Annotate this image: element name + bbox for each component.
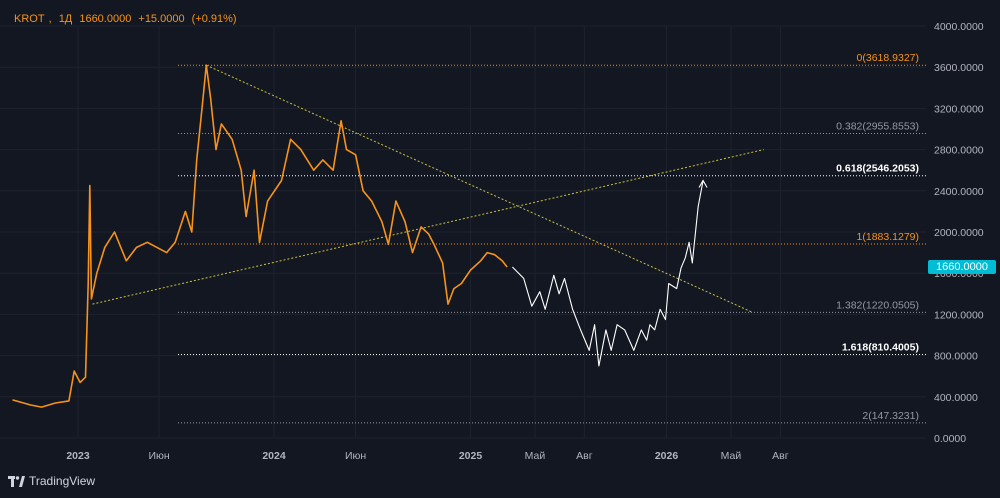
projection-line <box>512 180 704 367</box>
tradingview-logo[interactable]: TradingView <box>8 474 95 488</box>
grid <box>0 25 926 439</box>
x-tick-label: Авг <box>576 450 593 462</box>
fib-level-label: 0.382(2955.8553) <box>836 121 919 133</box>
trend-line <box>92 149 764 305</box>
y-tick-label: 2400.0000 <box>934 186 984 198</box>
tradingview-icon <box>8 475 25 487</box>
fib-level-label: 2(147.3231) <box>862 410 919 422</box>
trend-line <box>206 64 753 313</box>
x-tick-label: 2025 <box>459 450 483 462</box>
y-tick-label: 3200.0000 <box>934 103 984 115</box>
y-tick-label: 0.0000 <box>934 433 966 445</box>
fib-level-label: 0.618(2546.2053) <box>836 163 919 175</box>
y-tick-label: 4000.0000 <box>934 21 984 33</box>
x-axis: 2023 Июн 2024 Июн 2025 Май Авг 2026 Май Авг <box>66 450 788 462</box>
fibonacci-levels: 0(3618.9327) 0.382(2955.8553) 0.618(2546.2… <box>178 52 926 424</box>
y-tick-label: 3600.0000 <box>934 62 984 74</box>
x-tick-label: Июн <box>345 450 366 462</box>
x-tick-label: Май <box>721 450 742 462</box>
brand-name: TradingView <box>29 474 96 488</box>
fib-level-label: 1(1883.1279) <box>857 231 919 243</box>
series <box>12 64 708 408</box>
ticker-info: KROT, 1Д 1660.0000 +15.0000 (+0.91%) <box>14 13 237 25</box>
fib-level-label: 1.382(1220.0505) <box>836 299 919 311</box>
x-tick-label: Май <box>525 450 546 462</box>
y-tick-label: 400.0000 <box>934 392 978 404</box>
current-price-tag: 1660.0000 <box>928 260 996 275</box>
x-tick-label: Июн <box>148 450 169 462</box>
x-tick-label: 2026 <box>655 450 679 462</box>
y-tick-label: 2000.0000 <box>934 227 984 239</box>
price-change-pct: (+0.91%) <box>191 13 237 25</box>
fib-level-label: 1.618(810.4005) <box>842 342 919 354</box>
price-change: +15.0000 <box>138 13 185 25</box>
x-tick-label: 2023 <box>66 450 90 462</box>
y-tick-label: 2800.0000 <box>934 145 984 157</box>
y-tick-label: 1200.0000 <box>934 309 984 321</box>
price-line <box>12 64 508 408</box>
interval[interactable]: 1Д <box>58 13 73 25</box>
last-price: 1660.0000 <box>79 13 132 25</box>
trend-lines <box>92 64 764 313</box>
fib-level-label: 0(3618.9327) <box>857 52 919 64</box>
projection-arrowhead <box>698 179 708 188</box>
symbol[interactable]: KROT <box>14 13 45 25</box>
x-tick-label: Авг <box>772 450 789 462</box>
x-tick-label: 2024 <box>262 450 286 462</box>
y-tick-label: 800.0000 <box>934 351 978 363</box>
y-axis: 4000.0000 3600.0000 3200.0000 2800.0000 2400… <box>934 21 984 445</box>
